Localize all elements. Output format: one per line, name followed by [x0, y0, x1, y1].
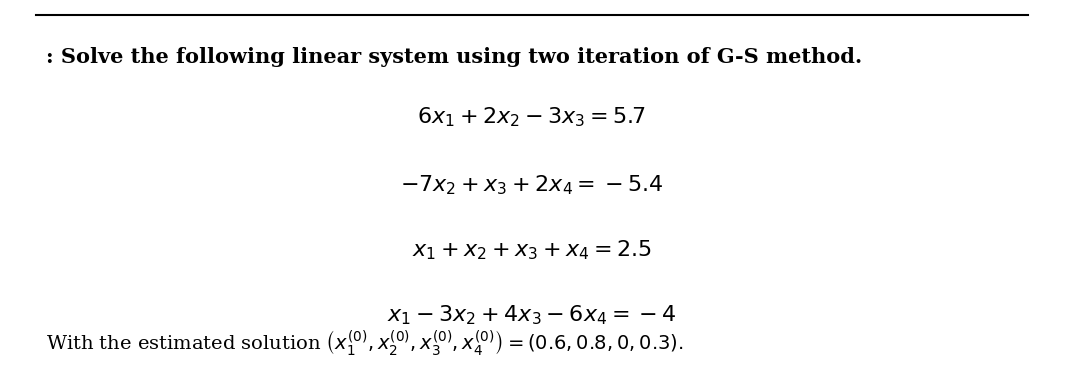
Text: $x_1 + x_2 + x_3 + x_4 = 2.5$: $x_1 + x_2 + x_3 + x_4 = 2.5$ — [412, 239, 652, 262]
Text: : Solve the following linear system using two iteration of G-S method.: : Solve the following linear system usin… — [46, 48, 862, 68]
Text: $-7x_2 + x_3 + 2x_4 = -5.4$: $-7x_2 + x_3 + 2x_4 = -5.4$ — [400, 174, 664, 197]
Text: With the estimated solution $\left(x_1^{(0)}, x_2^{(0)}, x_3^{(0)}, x_4^{(0)}\ri: With the estimated solution $\left(x_1^{… — [46, 328, 683, 358]
Text: $6x_1 + 2x_2 - 3x_3 = 5.7$: $6x_1 + 2x_2 - 3x_3 = 5.7$ — [417, 105, 647, 129]
Text: $x_1 - 3x_2 + 4x_3 - 6x_4 = -4$: $x_1 - 3x_2 + 4x_3 - 6x_4 = -4$ — [387, 304, 677, 327]
